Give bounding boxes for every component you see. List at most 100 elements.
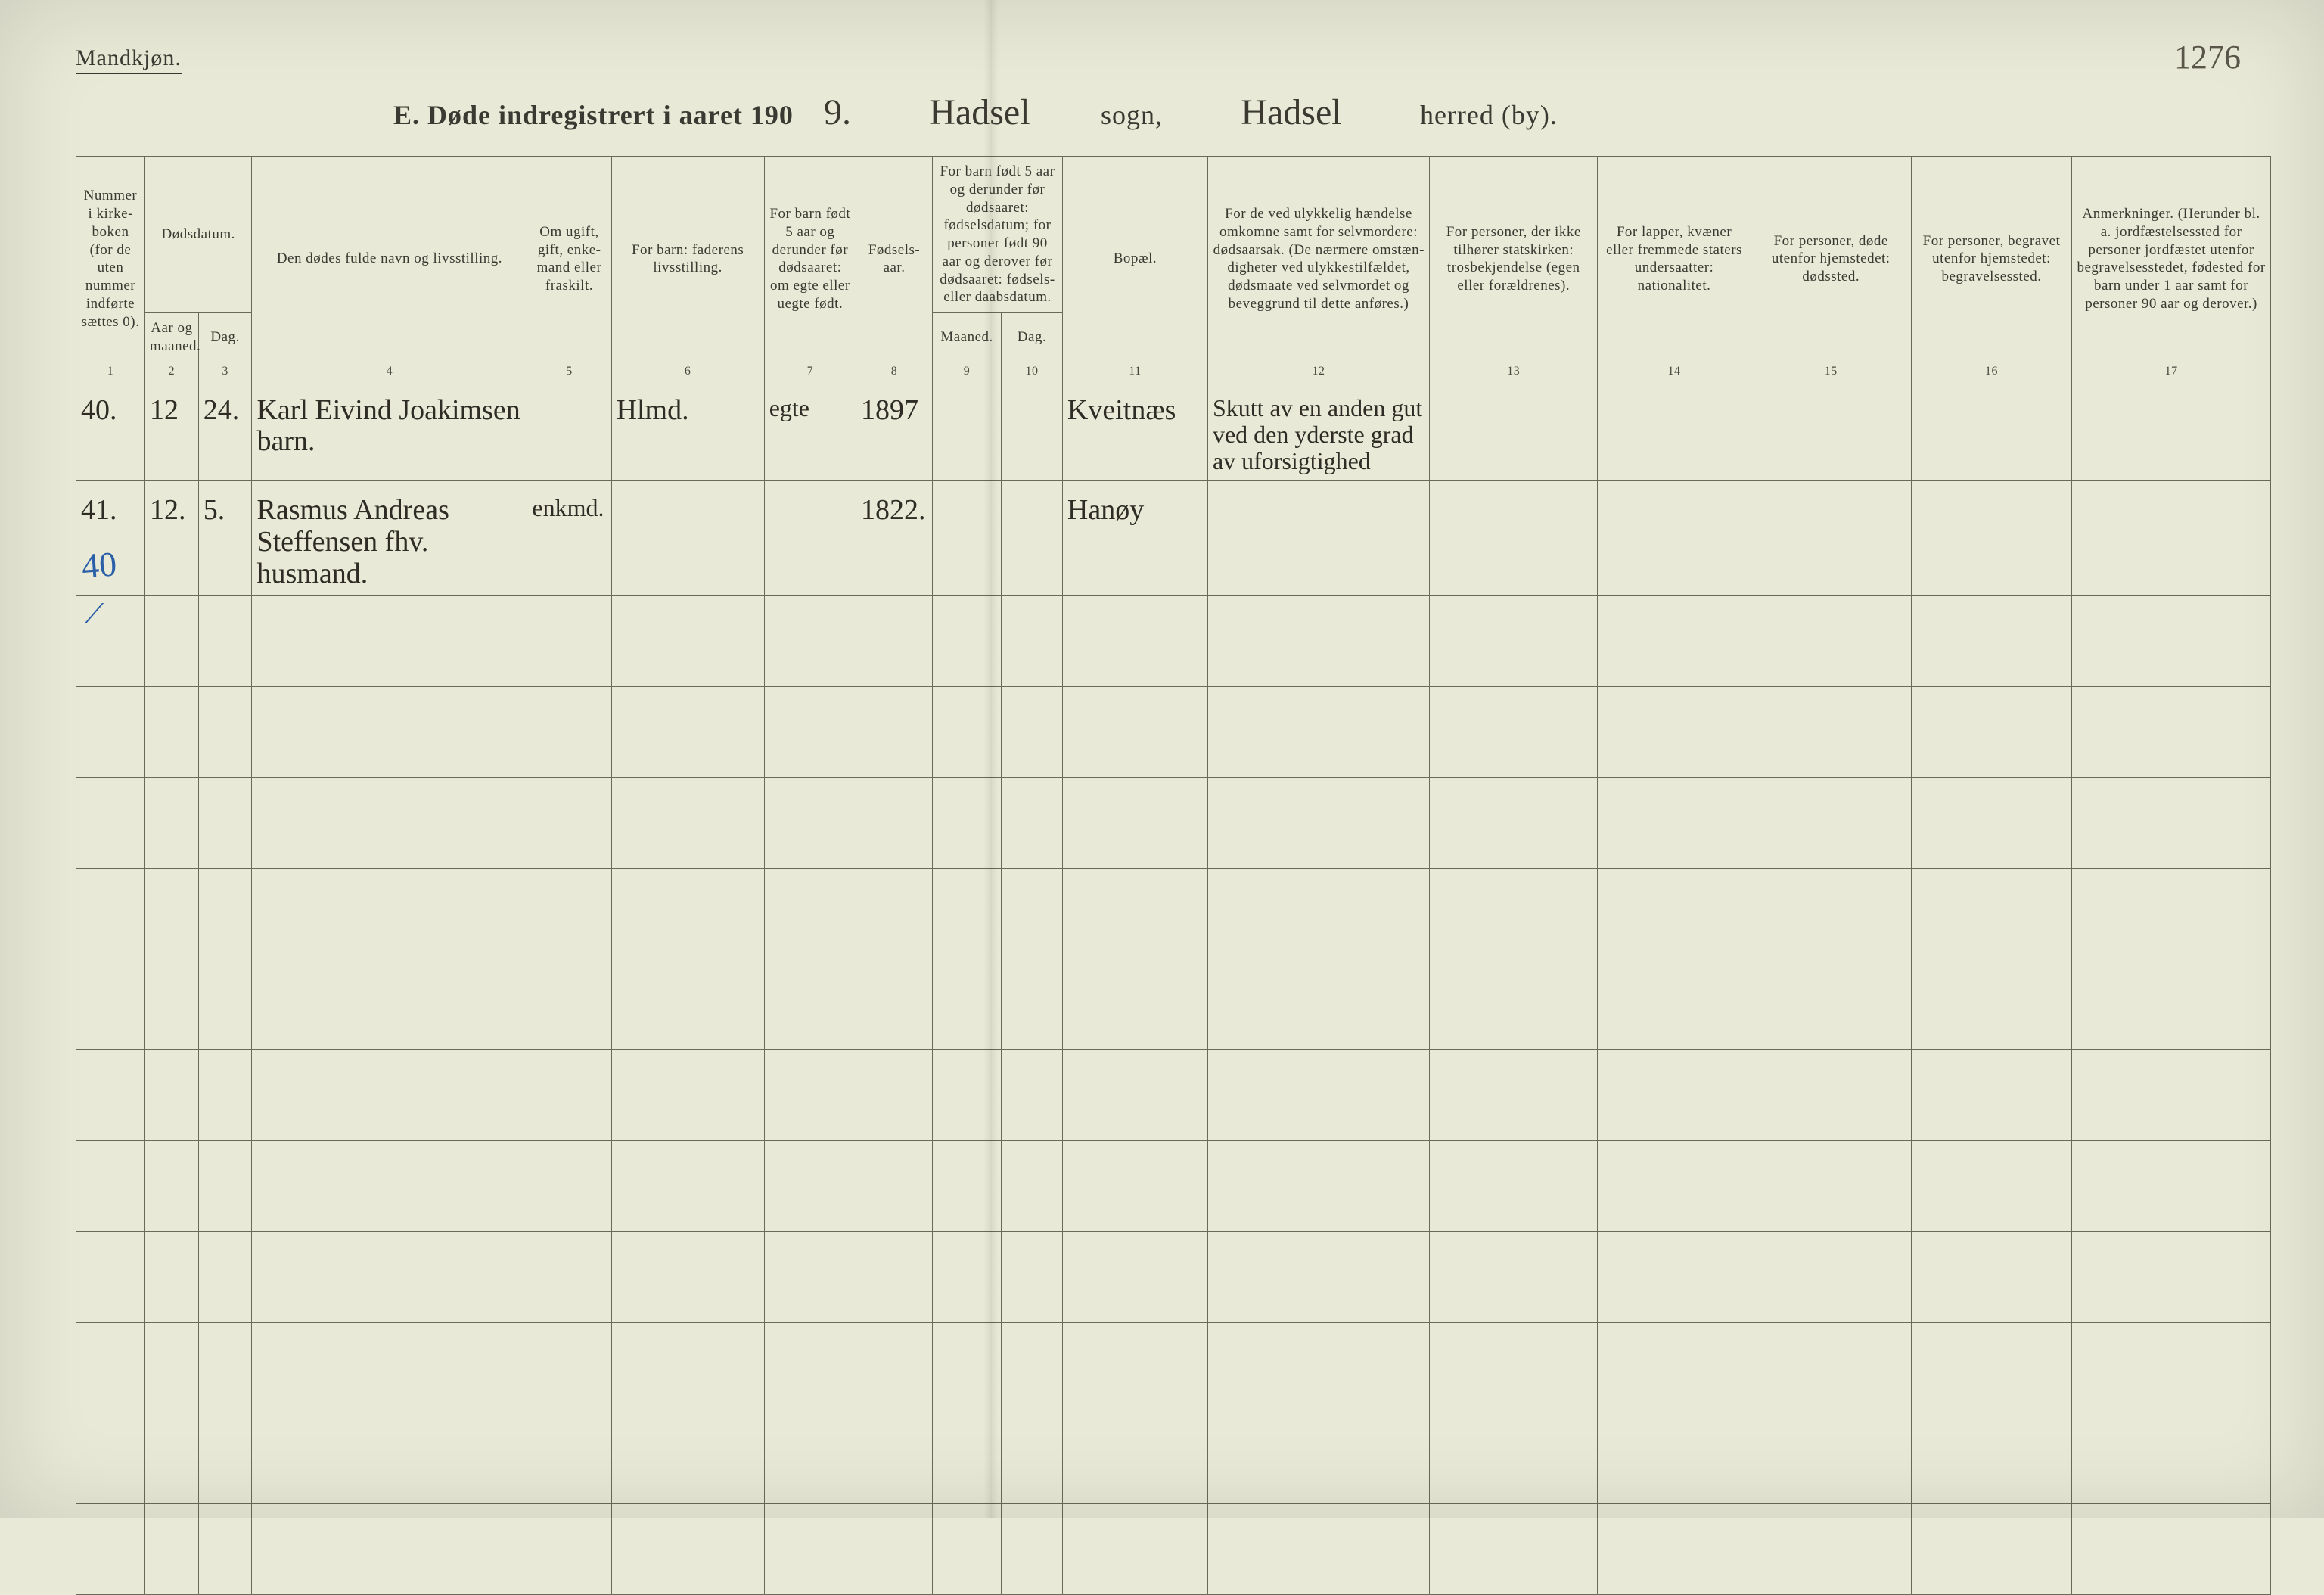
cell-empty bbox=[933, 1323, 1002, 1413]
colnum-10: 10 bbox=[1002, 362, 1063, 381]
cell-empty bbox=[856, 1413, 932, 1504]
ledger-page: Mandkjøn. 1276 E. Døde indregistrert i a… bbox=[0, 0, 2324, 1518]
cell-empty bbox=[1598, 1323, 1751, 1413]
cell-empty bbox=[252, 1413, 527, 1504]
cell-empty bbox=[1751, 959, 1911, 1050]
cell-empty bbox=[1207, 1050, 1429, 1141]
cell-empty bbox=[1430, 1141, 1598, 1232]
cell-empty bbox=[198, 1413, 252, 1504]
ledger-thead: Nummer i kirke­boken (for de uten nummer… bbox=[76, 157, 2271, 381]
cell-empty bbox=[1598, 1141, 1751, 1232]
col-header-6: For barn: faderens livsstilling. bbox=[611, 157, 764, 362]
cell-empty bbox=[1207, 1413, 1429, 1504]
colnum-1: 1 bbox=[76, 362, 145, 381]
cell-empty bbox=[1062, 1232, 1207, 1323]
colnum-2: 2 bbox=[144, 362, 198, 381]
col-header-14: For lapper, kvæner eller fremmede stater… bbox=[1598, 157, 1751, 362]
cell-empty bbox=[1430, 1323, 1598, 1413]
cell-empty bbox=[764, 1141, 856, 1232]
cell-empty bbox=[252, 1323, 527, 1413]
cell-empty bbox=[1062, 869, 1207, 959]
cell-empty bbox=[1911, 959, 2071, 1050]
cell-empty bbox=[2072, 1323, 2271, 1413]
table-row bbox=[76, 1413, 2271, 1504]
cell-empty bbox=[1598, 1232, 1751, 1323]
table-row bbox=[76, 778, 2271, 869]
cell-empty bbox=[1002, 596, 1063, 687]
colnum-3: 3 bbox=[198, 362, 252, 381]
cell-empty bbox=[2072, 1232, 2271, 1323]
cell-empty bbox=[1911, 869, 2071, 959]
cell-empty bbox=[611, 1050, 764, 1141]
cell-empty bbox=[1207, 687, 1429, 778]
cell-empty bbox=[144, 1141, 198, 1232]
colnum-17: 17 bbox=[2072, 362, 2271, 381]
title-prefix: E. Døde indregistrert i aaret 190 bbox=[393, 99, 794, 131]
cell-empty bbox=[1062, 1050, 1207, 1141]
header-column-numbers: 1 2 3 4 5 6 7 8 9 10 11 12 13 14 15 16 1… bbox=[76, 362, 2271, 381]
cell-empty bbox=[144, 1323, 198, 1413]
col-header-7: For barn født 5 aar og derunder før døds… bbox=[764, 157, 856, 362]
cell-empty bbox=[1430, 869, 1598, 959]
cell-begravsted bbox=[1911, 381, 2071, 481]
cell-empty bbox=[611, 1141, 764, 1232]
cell-empty bbox=[252, 1232, 527, 1323]
colnum-8: 8 bbox=[856, 362, 932, 381]
cell-empty bbox=[1751, 869, 1911, 959]
colnum-15: 15 bbox=[1751, 362, 1911, 381]
cell-empty bbox=[1002, 1323, 1063, 1413]
cell-empty bbox=[198, 1141, 252, 1232]
cell-empty bbox=[527, 687, 611, 778]
col-header-10: Dag. bbox=[1002, 313, 1063, 362]
cell-empty bbox=[856, 687, 932, 778]
form-title: E. Døde indregistrert i aaret 190 9. Had… bbox=[393, 92, 2271, 133]
cell-empty bbox=[764, 778, 856, 869]
cell-empty bbox=[1751, 1232, 1911, 1323]
cell-nasjonalitet bbox=[1598, 381, 1751, 481]
cell-empty bbox=[1598, 1050, 1751, 1141]
cell-anm bbox=[2072, 381, 2271, 481]
col-header-9: Maaned. bbox=[933, 313, 1002, 362]
cell-empty bbox=[252, 778, 527, 869]
cell-empty bbox=[1002, 1232, 1063, 1323]
cell-empty bbox=[764, 1323, 856, 1413]
cell-empty bbox=[1207, 1232, 1429, 1323]
cell-empty bbox=[144, 687, 198, 778]
herred-label: herred (by). bbox=[1420, 99, 1558, 131]
cell-empty bbox=[1598, 687, 1751, 778]
cell-empty bbox=[527, 959, 611, 1050]
cell-empty bbox=[611, 959, 764, 1050]
colnum-9: 9 bbox=[933, 362, 1002, 381]
cell-empty bbox=[2072, 959, 2271, 1050]
cell-empty bbox=[1062, 778, 1207, 869]
col-header-1: Nummer i kirke­boken (for de uten nummer… bbox=[76, 157, 145, 362]
cell-empty bbox=[611, 778, 764, 869]
cell-empty bbox=[1002, 1141, 1063, 1232]
gender-label: Mandkjøn. bbox=[76, 45, 182, 74]
col-header-16: For personer, begravet utenfor hjemstede… bbox=[1911, 157, 2071, 362]
cell-empty bbox=[1207, 869, 1429, 959]
cell-empty bbox=[76, 778, 145, 869]
cell-empty bbox=[1002, 1050, 1063, 1141]
cell-empty bbox=[856, 778, 932, 869]
col-header-17: Anmerkninger. (Herunder bl. a. jordfæste… bbox=[2072, 157, 2271, 362]
cell-empty bbox=[198, 959, 252, 1050]
cell-empty bbox=[1751, 687, 1911, 778]
cell-empty bbox=[1911, 596, 2071, 687]
cell-empty bbox=[76, 1141, 145, 1232]
cell-empty bbox=[252, 869, 527, 959]
cell-empty bbox=[933, 687, 1002, 778]
cell-empty bbox=[933, 1232, 1002, 1323]
cell-tros bbox=[1430, 381, 1598, 481]
cell-empty bbox=[2072, 778, 2271, 869]
cell-empty bbox=[933, 869, 1002, 959]
cell-sivilstand: enkmd. bbox=[527, 481, 611, 596]
cell-empty bbox=[76, 959, 145, 1050]
col-header-15: For personer, døde utenfor hjemstedet: d… bbox=[1751, 157, 1911, 362]
cell-empty bbox=[198, 1050, 252, 1141]
sogn-label: sogn, bbox=[1101, 99, 1163, 131]
page-number-handwritten: 1276 bbox=[2174, 38, 2241, 76]
cell-empty bbox=[76, 687, 145, 778]
cell-empty bbox=[1430, 778, 1598, 869]
cell-empty bbox=[252, 959, 527, 1050]
